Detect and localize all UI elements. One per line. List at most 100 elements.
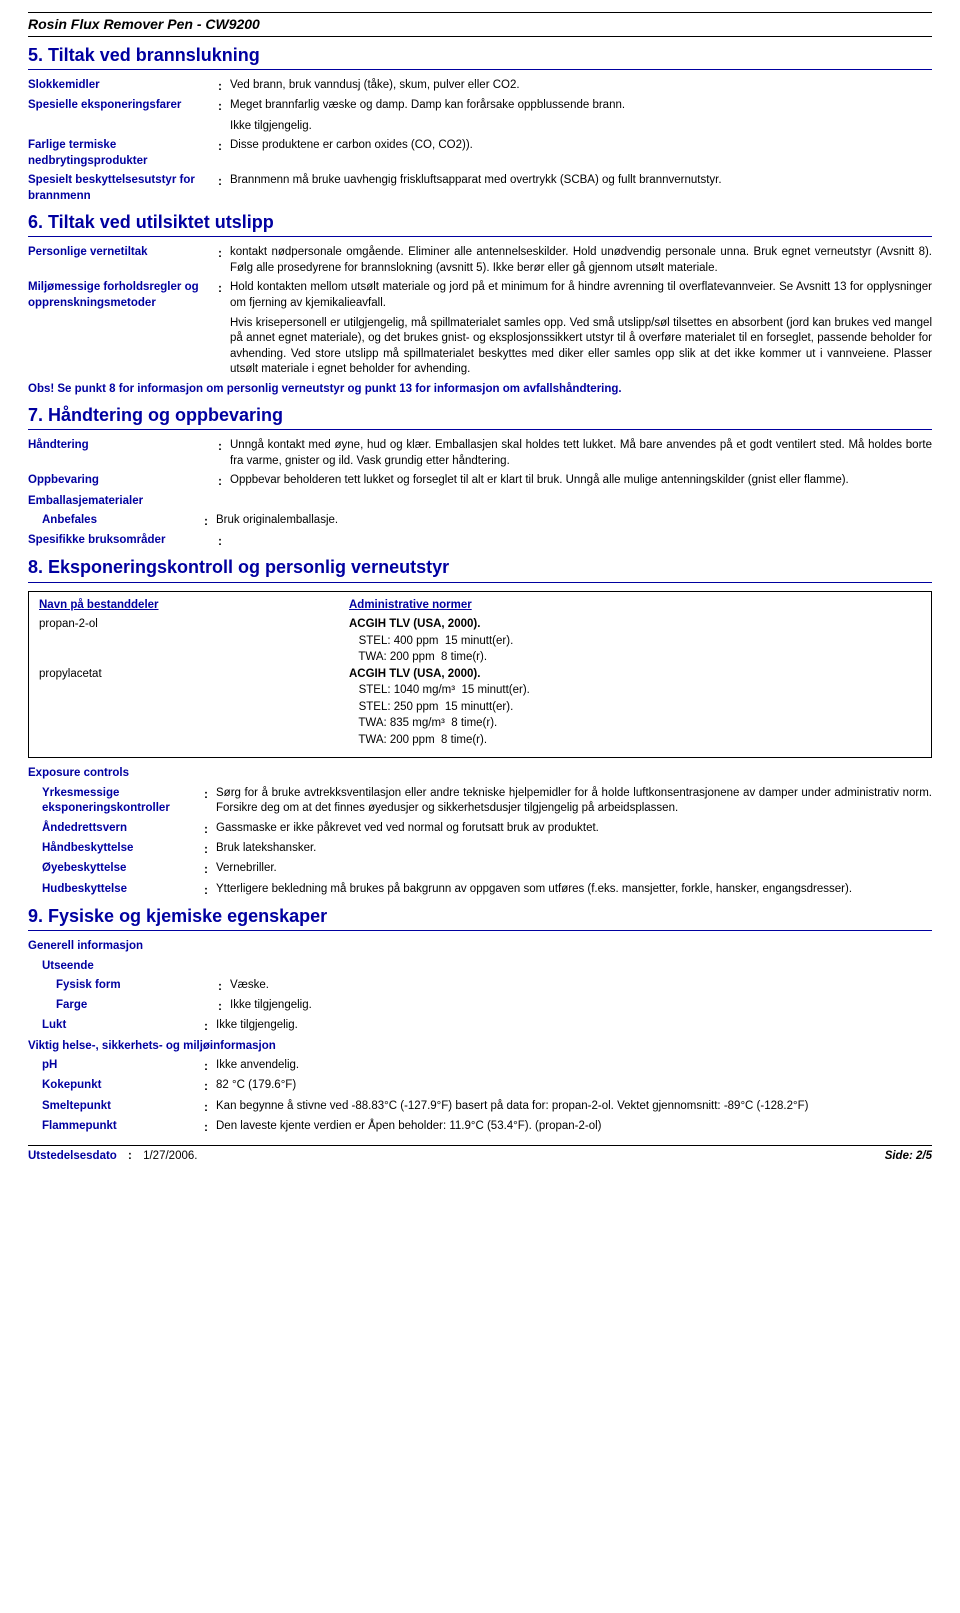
general-info-header: Generell informasjon — [28, 939, 932, 955]
row-hazardous-products: Farlige termiske nedbrytingsprodukter : … — [28, 138, 932, 169]
colon — [218, 119, 230, 135]
label: Personlige vernetiltak — [28, 245, 218, 276]
colon: : — [218, 978, 230, 994]
value: Hold kontakten mellom utsølt materiale o… — [230, 280, 932, 311]
label: Fysisk form — [28, 978, 218, 994]
row-color: Farge : Ikke tilgjengelig. — [28, 998, 932, 1014]
row-odor: Lukt : Ikke tilgjengelig. — [28, 1018, 932, 1034]
exposure-controls-header: Exposure controls — [28, 766, 932, 782]
row-physical-state: Fysisk form : Væske. — [28, 978, 932, 994]
packaging-materials-header: Emballasjematerialer — [28, 494, 932, 510]
label: pH — [28, 1058, 204, 1074]
occ-limit-line: TWA: 835 mg/m³ 8 time(r). — [349, 716, 530, 732]
colon: : — [218, 533, 230, 549]
section-8-body: Yrkesmessige eksponeringskontroller : Sø… — [28, 786, 932, 898]
row-eye-protection: Øyebeskyttelse : Vernebriller. — [28, 861, 932, 877]
value: Unngå kontakt med øyne, hud og klær. Emb… — [230, 438, 932, 469]
page-number: Side: 2/5 — [885, 1149, 932, 1165]
value: Gassmaske er ikke påkrevet ved ved norma… — [216, 821, 932, 837]
row-handling: Håndtering : Unngå kontakt med øyne, hud… — [28, 438, 932, 469]
label: Hudbeskyttelse — [28, 882, 204, 898]
row-extinguishing-media: Slokkemidler : Ved brann, bruk vanndusj … — [28, 78, 932, 94]
page-footer: Utstedelsesdato : 1/27/2006. Side: 2/5 — [28, 1145, 932, 1165]
label: Håndbeskyttelse — [28, 841, 204, 857]
colon — [218, 316, 230, 378]
colon: : — [218, 998, 230, 1014]
row-boiling-point: Kokepunkt : 82 °C (179.6°F) — [28, 1078, 932, 1094]
section-9-title: 9. Fysiske og kjemiske egenskaper — [28, 904, 932, 931]
occ-limit-line: ACGIH TLV (USA, 2000). — [349, 617, 513, 633]
row-melting-point: Smeltepunkt : Kan begynne å stivne ved -… — [28, 1099, 932, 1115]
issue-date-value: 1/27/2006. — [143, 1150, 197, 1162]
row-respiratory: Åndedrettsvern : Gassmaske er ikke påkre… — [28, 821, 932, 837]
section-7-title: 7. Håndtering og oppbevaring — [28, 403, 932, 430]
value: Oppbevar beholderen tett lukket og forse… — [230, 473, 932, 489]
row-storage: Oppbevaring : Oppbevar beholderen tett l… — [28, 473, 932, 489]
issue-date-label: Utstedelsesdato — [28, 1150, 117, 1162]
colon: : — [204, 513, 216, 529]
row-occupational-controls: Yrkesmessige eksponeringskontroller : Sø… — [28, 786, 932, 817]
colon: : — [218, 138, 230, 169]
row-recommended: Anbefales : Bruk originalemballasje. — [28, 513, 932, 529]
label: Flammepunkt — [28, 1119, 204, 1135]
row-special-exposure: Spesielle eksponeringsfarer : Meget bran… — [28, 98, 932, 114]
occ-limit-line: STEL: 250 ppm 15 minutt(er). — [349, 700, 530, 716]
colon: : — [204, 1018, 216, 1034]
product-title: Rosin Flux Remover Pen - CW9200 — [28, 16, 260, 32]
section-5-body: Slokkemidler : Ved brann, bruk vanndusj … — [28, 78, 932, 204]
row-environmental-precautions: Miljømessige forholdsregler og opprenskn… — [28, 280, 932, 311]
occ-limit-line: ACGIH TLV (USA, 2000). — [349, 667, 530, 683]
document-header: Rosin Flux Remover Pen - CW9200 — [28, 12, 932, 37]
label: Slokkemidler — [28, 78, 218, 94]
colon: : — [204, 861, 216, 877]
row-not-available: Ikke tilgjengelig. — [28, 119, 932, 135]
colon: : — [218, 78, 230, 94]
value: Bruk latekshansker. — [216, 841, 932, 857]
label — [28, 316, 218, 378]
label: Anbefales — [28, 513, 204, 529]
occ-header-row: Navn på bestanddeler Administrative norm… — [39, 598, 921, 614]
value: Ytterligere bekledning må brukes på bakg… — [216, 882, 932, 898]
value: Sørg for å bruke avtrekksventilasjon ell… — [216, 786, 932, 817]
value: Kan begynne å stivne ved -88.83°C (-127.… — [216, 1099, 932, 1115]
label: Kokepunkt — [28, 1078, 204, 1094]
label: Håndtering — [28, 438, 218, 469]
colon: : — [218, 173, 230, 204]
row-firefighter-equipment: Spesielt beskyttelsesutstyr for brannmen… — [28, 173, 932, 204]
colon: : — [218, 280, 230, 311]
colon: : — [204, 1119, 216, 1135]
occ-row: propan-2-ol ACGIH TLV (USA, 2000). STEL:… — [39, 617, 921, 667]
occ-limit-line: TWA: 200 ppm 8 time(r). — [349, 733, 530, 749]
value: Meget brannfarlig væske og damp. Damp ka… — [230, 98, 932, 114]
footer-left: Utstedelsesdato : 1/27/2006. — [28, 1149, 197, 1165]
label: Åndedrettsvern — [28, 821, 204, 837]
row-cleanup: Hvis krisepersonell er utilgjengelig, må… — [28, 316, 932, 378]
value: Hvis krisepersonell er utilgjengelig, må… — [230, 316, 932, 378]
section-5-title: 5. Tiltak ved brannslukning — [28, 43, 932, 70]
value: Brannmenn må bruke uavhengig friskluftsa… — [230, 173, 932, 204]
value: Ikke tilgjengelig. — [230, 998, 932, 1014]
value: Den laveste kjente verdien er Åpen behol… — [216, 1119, 932, 1135]
colon: : — [204, 1099, 216, 1115]
occ-ingredient-name: propan-2-ol — [39, 617, 349, 667]
occ-limits: ACGIH TLV (USA, 2000). STEL: 1040 mg/m³ … — [349, 667, 530, 750]
section-6-note: Obs! Se punkt 8 for informasjon om perso… — [28, 382, 932, 398]
value: Ikke tilgjengelig. — [230, 119, 932, 135]
value: 82 °C (179.6°F) — [216, 1078, 932, 1094]
colon: : — [204, 882, 216, 898]
label: Yrkesmessige eksponeringskontroller — [28, 786, 204, 817]
colon: : — [218, 473, 230, 489]
section-6-title: 6. Tiltak ved utilsiktet utslipp — [28, 210, 932, 237]
row-personal-precautions: Personlige vernetiltak : kontakt nødpers… — [28, 245, 932, 276]
section-6-body: Personlige vernetiltak : kontakt nødpers… — [28, 245, 932, 397]
colon: : — [204, 1078, 216, 1094]
row-ph: pH : Ikke anvendelig. — [28, 1058, 932, 1074]
label: Spesielle eksponeringsfarer — [28, 98, 218, 114]
colon: : — [120, 1150, 140, 1162]
colon: : — [218, 438, 230, 469]
label — [28, 119, 218, 135]
value: Vernebriller. — [216, 861, 932, 877]
occ-limit-line: STEL: 400 ppm 15 minutt(er). — [349, 634, 513, 650]
section-9-body: Fysisk form : Væske. Farge : Ikke tilgje… — [28, 978, 932, 1135]
value — [230, 533, 932, 549]
